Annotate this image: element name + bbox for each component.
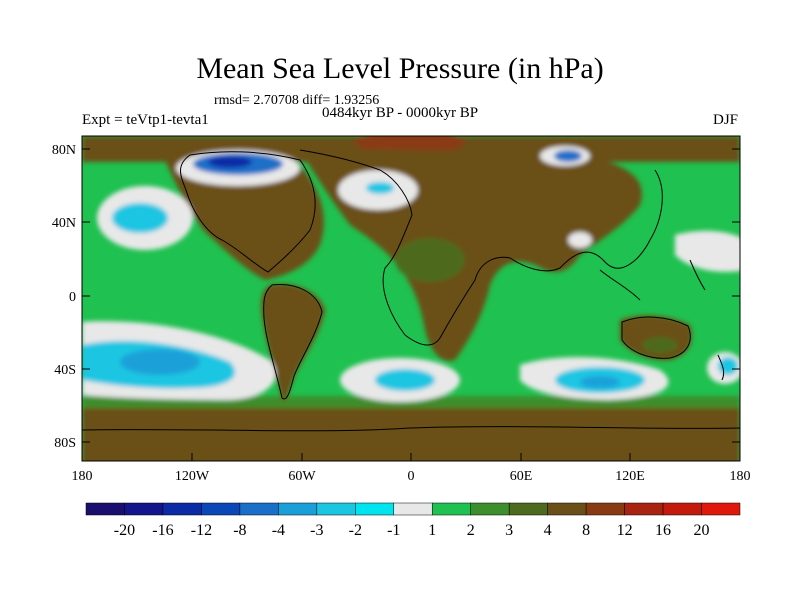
colorbar-label: 16 <box>655 522 671 539</box>
field-southern-ocean <box>82 405 740 461</box>
field-tibet-white <box>568 232 592 248</box>
lat-label-40s: 40S <box>54 363 76 378</box>
colorbar-swatch <box>201 502 241 516</box>
colorbar-swatch <box>431 502 471 516</box>
field-south-transition <box>82 396 740 408</box>
colorbar-label: 8 <box>582 522 590 539</box>
lat-label-80n: 80N <box>52 143 76 158</box>
lat-label-80s: 80S <box>54 436 76 451</box>
colorbar-label: 4 <box>544 522 552 539</box>
lon-label-0: 0 <box>408 469 415 484</box>
colorbar-label: 12 <box>617 522 633 539</box>
colorbar-label: 20 <box>694 522 710 539</box>
colorbar-swatch <box>547 502 587 516</box>
coast-islands <box>599 259 725 381</box>
field-north-america <box>165 155 324 280</box>
colorbar-label: -4 <box>272 522 285 539</box>
lon-label-120w: 120W <box>175 469 210 484</box>
colorbar-swatch <box>316 502 356 516</box>
colorbar-label: -8 <box>233 522 246 539</box>
lon-label-180w: 180 <box>72 469 93 484</box>
colorbar-swatch <box>355 502 395 516</box>
colorbar-swatch <box>239 502 279 516</box>
field-natl-cyan <box>366 182 394 194</box>
coast-antarctica <box>82 426 740 432</box>
rmsd-stats: rmsd= 2.70708 diff= 1.93256 <box>214 93 380 108</box>
lat-label-0: 0 <box>69 290 76 305</box>
field-spac-deepcyan <box>120 349 200 375</box>
coast-australia <box>621 316 691 359</box>
colorbar-label: -2 <box>349 522 362 539</box>
lat-label-40n: 40N <box>52 216 76 231</box>
colorbar-label: 1 <box>428 522 436 539</box>
period-label: 0484kyr BP - 0000kyr BP <box>322 105 479 121</box>
axis-ticks <box>81 148 741 461</box>
colorbar-swatch <box>701 502 741 516</box>
field-npac-cyan <box>112 203 168 233</box>
colorbar-swatch <box>470 502 510 516</box>
colorbar-swatch <box>585 502 625 516</box>
colorbar-swatch <box>124 502 164 516</box>
field-nwpac-white <box>675 230 740 272</box>
field-australia-interior <box>642 337 678 353</box>
colorbar-label: -16 <box>152 522 173 539</box>
field-central-africa <box>395 238 465 282</box>
colorbar-swatch <box>278 502 318 516</box>
field-greenland-navy <box>208 156 252 168</box>
coastlines <box>82 149 740 432</box>
colorbar-swatch <box>624 502 664 516</box>
colorbar-label: 2 <box>467 522 475 539</box>
colorbar-label: -1 <box>387 522 400 539</box>
pressure-field <box>82 136 740 461</box>
colorbar: -20 -16 -12 -8 -4 -3 -2 -1 1 2 3 4 8 12 16 20 <box>85 502 741 539</box>
colorbar-swatch <box>393 502 433 516</box>
colorbar-label: -12 <box>191 522 212 539</box>
lon-label-60e: 60E <box>510 469 533 484</box>
lon-label-60w: 60W <box>288 469 316 484</box>
colorbar-label: -20 <box>114 522 135 539</box>
field-tasman-cyan <box>718 357 738 375</box>
coast-north-america <box>180 151 316 273</box>
field-sind-deepcyan <box>580 376 620 388</box>
field-satl-cyan <box>375 369 435 391</box>
lon-label-180e: 180 <box>730 469 751 484</box>
coast-south-america <box>263 284 323 400</box>
experiment-label: Expt = teVtp1-tevta1 <box>82 112 209 128</box>
colorbar-label: -3 <box>310 522 323 539</box>
colorbar-label: 3 <box>505 522 513 539</box>
coast-eurasia-africa <box>299 149 663 346</box>
colorbar-swatch <box>508 502 548 516</box>
map-title: Mean Sea Level Pressure (in hPa) <box>196 52 604 85</box>
colorbar-swatch <box>662 502 702 516</box>
season-label: DJF <box>713 112 739 128</box>
lon-label-120e: 120E <box>615 469 645 484</box>
field-siberia-blue <box>554 150 582 162</box>
field-south-america <box>261 283 325 402</box>
colorbar-swatch <box>85 502 125 516</box>
colorbar-swatch <box>162 502 202 516</box>
